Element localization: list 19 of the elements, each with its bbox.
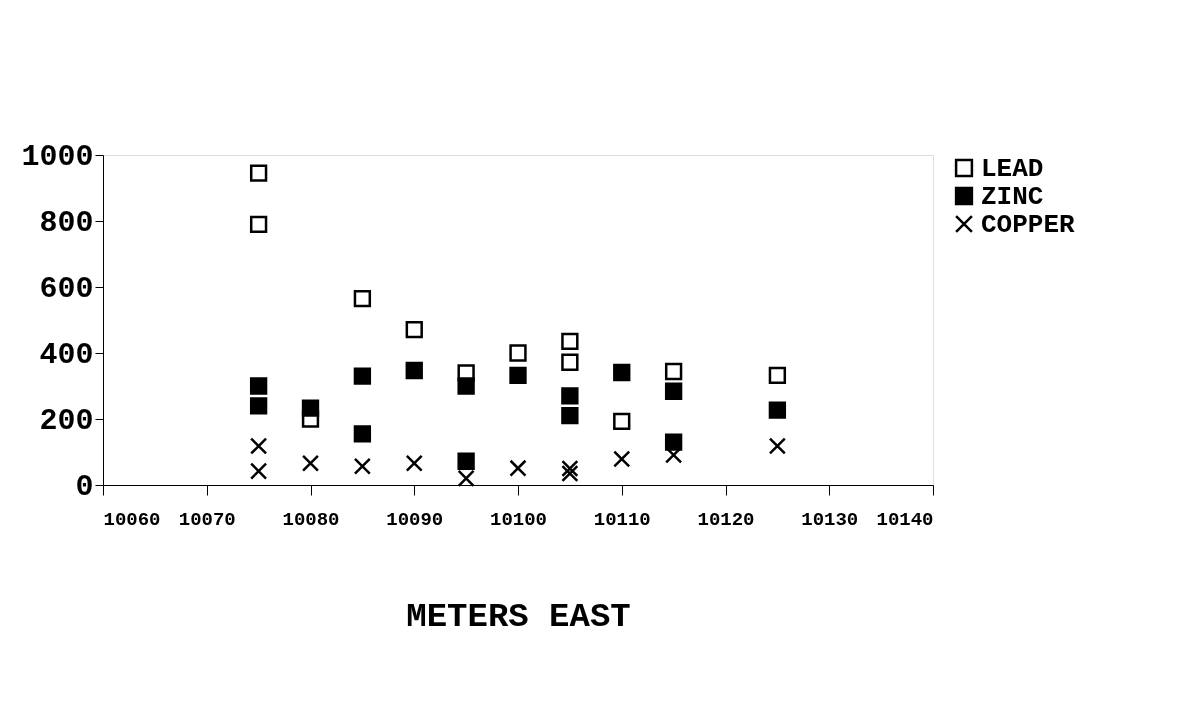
y-tick-label: 600 (39, 271, 94, 306)
x-tick-label: 10070 (178, 508, 236, 531)
y-tick-label: 400 (39, 337, 94, 372)
x-tick-label: 10130 (801, 508, 859, 531)
x-tick-label: 10140 (876, 508, 934, 531)
legend-label: COPPER (981, 210, 1076, 240)
x-tick-label: 10100 (489, 508, 548, 531)
y-tick-label: 800 (39, 205, 94, 240)
x-axis-title: METERS EAST (406, 597, 631, 636)
y-tick-label: 200 (39, 403, 94, 438)
y-tick-label: 1000 (21, 139, 94, 174)
x-tick-label: 10060 (103, 508, 161, 531)
x-tick-label: 10120 (697, 508, 755, 531)
y-tick-label: 0 (75, 469, 94, 504)
x-tick-label: 10080 (282, 508, 340, 531)
legend-label: ZINC (981, 182, 1044, 212)
legend-label: LEAD (981, 154, 1044, 184)
x-tick-label: 10110 (593, 508, 651, 531)
x-tick-label: 10090 (386, 508, 444, 531)
